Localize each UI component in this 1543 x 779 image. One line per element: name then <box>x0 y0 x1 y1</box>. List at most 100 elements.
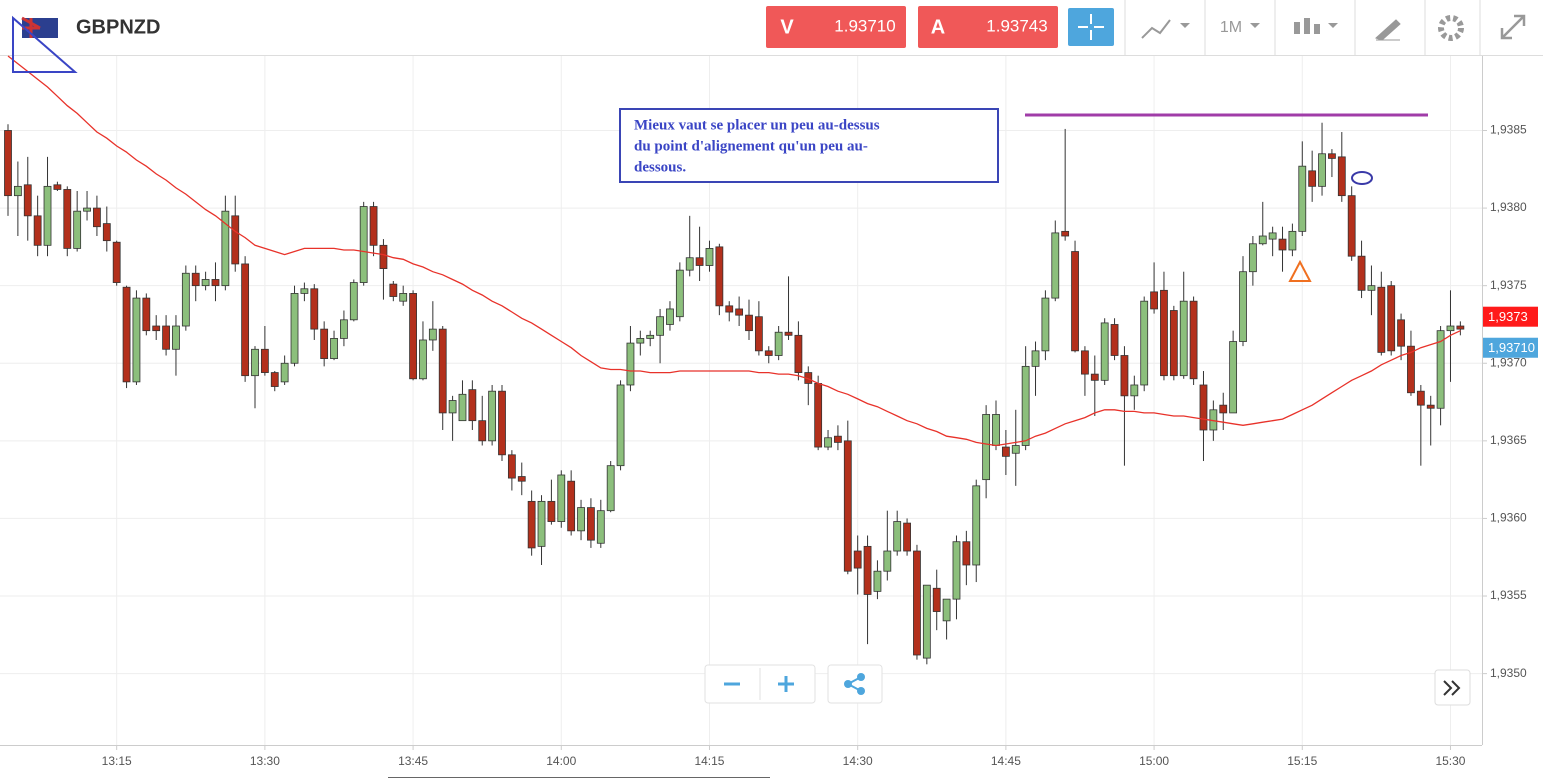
annotation-line: dessous. <box>634 159 686 175</box>
candle-body <box>666 308 674 325</box>
candle-body <box>1041 297 1050 352</box>
candle-body <box>1160 289 1168 377</box>
candle-body <box>1258 235 1267 245</box>
candle-body <box>1061 230 1070 237</box>
sell-button[interactable]: V 1.93710 <box>766 6 906 48</box>
candle-body <box>596 510 605 544</box>
candle-body <box>428 328 437 341</box>
candle-body <box>873 570 882 592</box>
scroll-right[interactable] <box>1434 669 1471 706</box>
candle-body <box>468 389 477 422</box>
candle-body <box>784 331 793 336</box>
candle-body <box>379 244 388 269</box>
crosshair-button[interactable] <box>1068 8 1114 46</box>
sell-label: V <box>780 16 794 38</box>
candle-body <box>507 454 516 479</box>
candle-body <box>221 210 230 287</box>
candle-body <box>201 279 210 287</box>
share[interactable] <box>844 673 865 695</box>
y-tick-label: 1,9370 <box>1490 355 1527 369</box>
chart-type-button[interactable] <box>1141 19 1190 39</box>
zoom-in[interactable] <box>778 676 794 692</box>
candle-body <box>142 297 151 332</box>
candle-body <box>1011 445 1020 454</box>
settings-button[interactable] <box>1438 15 1464 41</box>
candle-body <box>1268 232 1277 240</box>
symbol: GBPNZD <box>76 16 160 38</box>
triangle-marker <box>1288 259 1312 282</box>
moving-average <box>7 55 1461 447</box>
candle-body <box>340 319 348 339</box>
timeframe[interactable]: 1M <box>1220 19 1242 36</box>
buy-button[interactable]: A 1.93743 <box>918 6 1058 48</box>
candle-body <box>1278 238 1287 251</box>
candle-body <box>270 372 279 387</box>
candle-body <box>43 185 52 246</box>
buy-label: A <box>931 16 945 38</box>
candle-body <box>448 400 457 414</box>
candle-body <box>211 279 220 287</box>
y-tick-label: 1,9355 <box>1490 588 1527 602</box>
annotation-line: du point d'alignement qu'un peu au- <box>634 138 868 154</box>
candle-body <box>725 305 734 313</box>
candle-body <box>389 283 398 297</box>
candle-body <box>893 521 902 552</box>
y-tick-label: 1,9385 <box>1490 123 1527 137</box>
candle-body <box>488 390 497 442</box>
candle-body <box>1407 345 1415 394</box>
price-tag <box>1483 306 1538 327</box>
candle-body <box>547 500 556 522</box>
candle-body <box>834 435 842 443</box>
candle-body <box>992 414 1000 446</box>
candle-body <box>419 339 427 380</box>
x-tick-label: 15:30 <box>1435 754 1465 768</box>
candle-body <box>922 584 931 659</box>
candle-body <box>1387 285 1396 352</box>
candle-body <box>932 587 941 612</box>
price-tag-label: 1,9373 <box>1488 309 1528 324</box>
candle-body <box>942 598 951 622</box>
candle-body <box>359 206 368 283</box>
candle-body <box>93 207 101 228</box>
candle-body <box>181 272 190 327</box>
candle-body <box>517 476 526 482</box>
candle-body <box>1001 446 1010 457</box>
candle-body <box>152 325 161 332</box>
draw-button[interactable] <box>1375 19 1401 41</box>
candle-body <box>122 286 131 383</box>
x-tick-label: 14:15 <box>694 754 724 768</box>
candle-body <box>320 328 329 360</box>
candle-body <box>1436 330 1445 409</box>
candle-body <box>982 414 991 481</box>
candles-button[interactable] <box>1294 18 1338 34</box>
candle-body <box>310 288 319 330</box>
candle-body <box>1456 325 1465 330</box>
zoom-controls <box>704 664 883 704</box>
candle-body <box>1150 291 1158 310</box>
flag <box>21 16 58 38</box>
candle-body <box>606 465 615 512</box>
expand-button[interactable] <box>1500 14 1526 40</box>
candle-body <box>843 440 852 572</box>
candle-body <box>132 297 141 383</box>
timeframe-arrow <box>1250 23 1260 28</box>
candle-body <box>1357 255 1366 291</box>
candle-body <box>251 348 259 377</box>
y-tick-label: 1,9360 <box>1490 511 1527 525</box>
buy-price: 1.93743 <box>986 16 1047 35</box>
candle-body <box>102 223 111 242</box>
annotation-line: Mieux vaut se placer un peu au-dessus <box>634 117 880 133</box>
x-tick-label: 15:15 <box>1287 754 1317 768</box>
candle-body <box>73 210 82 249</box>
candle-body <box>300 288 309 294</box>
ellipse-marker <box>1351 171 1373 185</box>
candle-body <box>1100 322 1109 381</box>
candle-body <box>13 185 22 197</box>
x-tick-label: 13:30 <box>250 754 280 768</box>
candle-body <box>1110 324 1119 356</box>
candle-body <box>478 420 487 442</box>
candle-body <box>1081 350 1089 375</box>
candle-body <box>537 500 546 547</box>
